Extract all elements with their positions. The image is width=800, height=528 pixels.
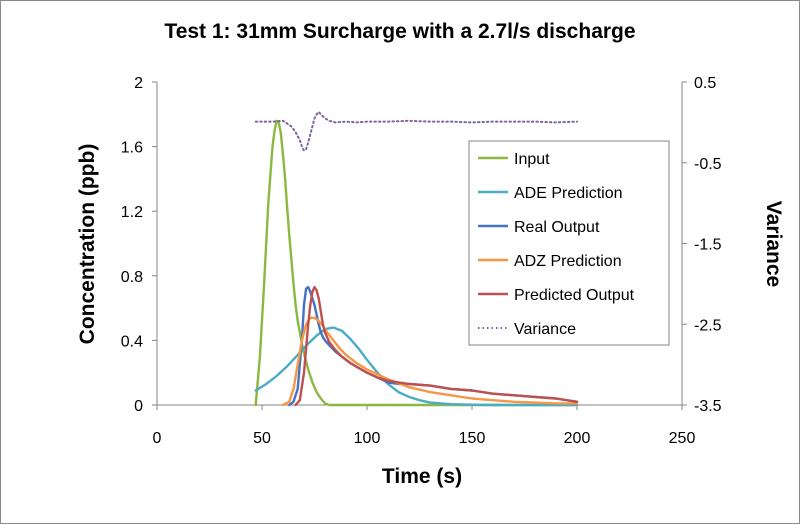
legend-label: Real Output — [514, 219, 600, 236]
y2-tick-label: -3.5 — [694, 398, 722, 415]
x-tick-label: 0 — [153, 430, 162, 447]
y-tick-label: 0 — [134, 398, 143, 415]
plot-area — [254, 110, 579, 407]
x-tick-label: 150 — [459, 430, 486, 447]
y2-tick-label: -0.5 — [694, 156, 722, 173]
legend-label: Predicted Output — [514, 287, 635, 304]
series-line-input — [254, 119, 579, 407]
x-tick-label: 200 — [564, 430, 591, 447]
chart-title: Test 1: 31mm Surcharge with a 2.7l/s dis… — [164, 20, 635, 43]
x-tick-label: 100 — [354, 430, 381, 447]
x-axis-title: Time (s) — [382, 465, 462, 488]
ticks: 0 50 100 150 200 250 0 0.4 0.8 1.2 1.6 2 -3.5 -2.5 -1.… — [121, 75, 722, 447]
y2-axis-title: Variance — [762, 201, 785, 287]
y-tick-label: 1.6 — [121, 140, 143, 157]
legend-label: Input — [514, 151, 550, 168]
y-tick-label: 2 — [134, 75, 143, 92]
y-tick-label: 0.8 — [121, 269, 143, 286]
y-axis-title: Concentration (ppb) — [76, 144, 99, 345]
legend: Input ADE Prediction Real Output ADZ Predic… — [468, 140, 670, 346]
y2-tick-label: -2.5 — [694, 317, 722, 334]
x-tick-label: 50 — [253, 430, 271, 447]
legend-label: ADE Prediction — [514, 185, 623, 202]
y-tick-label: 1.2 — [121, 204, 143, 221]
legend-box — [468, 140, 670, 346]
y2-tick-label: 0.5 — [694, 75, 716, 92]
x-tick-label: 250 — [669, 430, 696, 447]
series-line-adz-prediction — [281, 316, 579, 407]
y2-tick-label: -1.5 — [694, 237, 722, 254]
series-line-predicted-output — [294, 285, 579, 407]
y-tick-label: 0.4 — [121, 333, 143, 350]
legend-label: Variance — [514, 321, 576, 338]
legend-label: ADZ Prediction — [514, 253, 622, 270]
series-line-variance — [254, 110, 578, 152]
